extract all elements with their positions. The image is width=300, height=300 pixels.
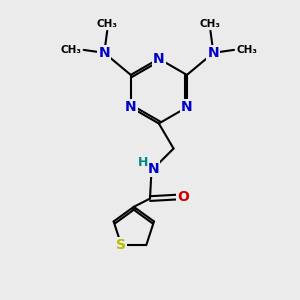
Text: N: N [208,46,219,60]
Text: O: O [177,190,189,204]
Text: CH₃: CH₃ [97,19,118,29]
Text: CH₃: CH₃ [236,45,257,55]
Text: N: N [98,46,110,60]
Text: CH₃: CH₃ [60,45,81,55]
Text: N: N [153,52,165,66]
Text: N: N [125,100,136,114]
Text: H: H [138,156,148,169]
Text: CH₃: CH₃ [200,19,221,29]
Text: S: S [116,238,126,252]
Text: N: N [181,100,193,114]
Text: N: N [148,161,159,176]
